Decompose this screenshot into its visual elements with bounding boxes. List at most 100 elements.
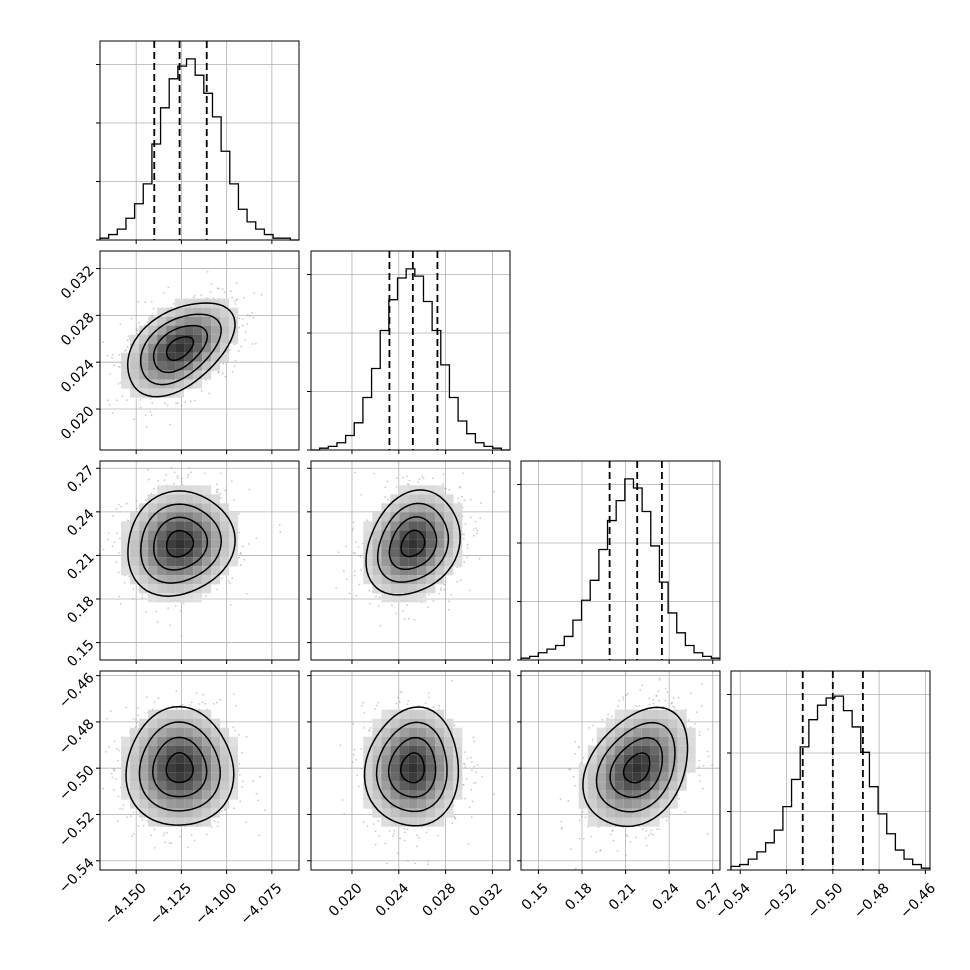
scatter-point — [240, 786, 243, 788]
scatter-point — [369, 727, 372, 729]
density-cell — [184, 298, 194, 308]
scatter-point — [108, 403, 111, 406]
scatter-point — [481, 776, 483, 778]
scatter-point — [458, 501, 460, 504]
scatter-point — [453, 724, 456, 727]
scatter-point — [125, 349, 128, 352]
scatter-point — [463, 561, 466, 563]
contour-line — [140, 503, 222, 584]
scatter-point — [117, 552, 120, 554]
scatter-point — [260, 293, 263, 296]
scatter-point — [369, 602, 371, 605]
density-cell — [175, 494, 185, 504]
scatter-point — [231, 370, 234, 373]
density-cell — [130, 361, 140, 371]
scatter-point — [396, 852, 399, 854]
scatter-point — [437, 834, 439, 837]
density-cell — [220, 530, 230, 540]
density-cell — [408, 593, 418, 603]
scatter-point — [235, 282, 238, 284]
density-cell — [157, 316, 167, 326]
scatter-point — [352, 527, 355, 530]
scatter-point — [252, 316, 255, 319]
scatter-point — [493, 490, 495, 493]
density-cell — [166, 772, 176, 782]
scatter-point — [232, 693, 235, 695]
density-cell — [148, 593, 158, 603]
scatter-point — [149, 397, 152, 400]
scatter-point — [222, 372, 224, 375]
scatter-point — [141, 818, 144, 821]
density-cell — [148, 379, 158, 389]
scatter-point — [120, 505, 123, 508]
density-cell — [453, 521, 463, 531]
density-cell — [175, 298, 185, 308]
density-cell — [444, 521, 454, 531]
scatter-point — [136, 507, 138, 510]
density-cell — [453, 530, 463, 540]
contour-line — [376, 502, 450, 583]
density-cell — [381, 539, 391, 549]
density-cell — [220, 557, 230, 567]
scatter-point — [102, 341, 104, 344]
scatter-point — [359, 555, 362, 558]
density-cell — [202, 316, 212, 326]
scatter-point — [117, 795, 120, 798]
density-cell — [184, 745, 194, 755]
scatter-point — [198, 703, 201, 705]
density-cell — [166, 352, 176, 362]
scatter-point — [240, 564, 242, 566]
density-cell — [417, 557, 427, 567]
density-cell — [211, 352, 221, 362]
density-cell — [211, 727, 221, 737]
scatter-point — [378, 596, 381, 598]
scatter-point — [402, 476, 404, 479]
scatter-point — [245, 735, 248, 738]
density-cell — [157, 727, 167, 737]
density-cell — [193, 772, 203, 782]
scatter-point — [111, 354, 114, 356]
scatter-point — [278, 523, 281, 526]
scatter-point — [398, 701, 401, 703]
scatter-point — [475, 771, 478, 774]
density-cell — [229, 307, 239, 317]
contour-line — [126, 302, 236, 398]
scatter-point — [464, 766, 467, 768]
density-cell — [175, 709, 185, 719]
density-cell — [202, 485, 212, 495]
density-cell — [193, 361, 203, 371]
density-cell — [202, 557, 212, 567]
density-cell — [211, 539, 221, 549]
density-cell — [202, 548, 212, 558]
density-cell — [193, 512, 203, 522]
scatter-point — [177, 402, 179, 404]
scatter-point — [190, 834, 193, 837]
scatter-point — [425, 831, 428, 834]
density-cell — [166, 512, 176, 522]
density-cell — [435, 557, 445, 567]
density-cell — [408, 521, 418, 531]
density-cell — [381, 530, 391, 540]
scatter-point — [180, 635, 183, 637]
density-cell — [148, 566, 158, 576]
density-cell — [229, 557, 239, 567]
density-cell — [184, 521, 194, 531]
density-cell — [229, 539, 239, 549]
density-cell — [175, 718, 185, 728]
density-cell — [202, 727, 212, 737]
scatter-point — [187, 846, 189, 849]
scatter-point — [427, 860, 430, 863]
density-cell — [184, 781, 194, 791]
scatter-point — [358, 785, 360, 788]
density-cell — [211, 521, 221, 531]
density-cell — [220, 334, 230, 344]
density-cell — [408, 539, 418, 549]
density-cell — [184, 736, 194, 746]
density-cell — [157, 512, 167, 522]
density-cell — [148, 521, 158, 531]
panel-1-1 — [307, 250, 511, 454]
scatter-point — [123, 581, 126, 584]
density-cell — [130, 539, 140, 549]
scatter-point — [405, 475, 408, 478]
scatter-point — [145, 426, 148, 429]
